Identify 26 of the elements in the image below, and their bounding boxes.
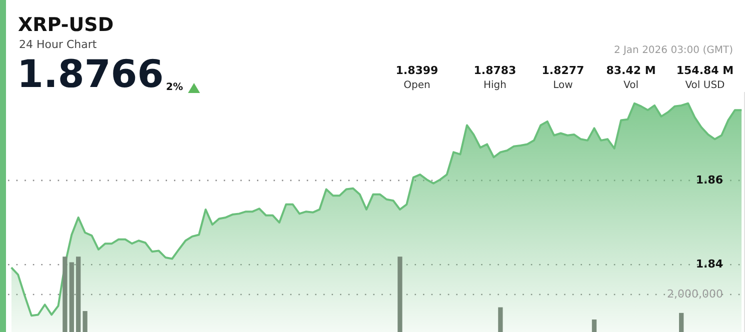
bar (679, 312, 684, 332)
text: Open (402, 80, 432, 91)
bar (592, 319, 597, 332)
bar (398, 256, 402, 332)
text: Low (552, 80, 574, 91)
bar (82, 311, 88, 332)
annotation: 2% (166, 82, 183, 93)
bar (62, 256, 68, 332)
chart-subtitle: 24 Hour Chart (19, 38, 97, 51)
y-tick-label: 1.84 (696, 257, 724, 270)
text: 1.8399 (394, 64, 440, 77)
chart-title: XRP-USD (18, 14, 114, 36)
annotation: 1.8766 (17, 52, 164, 96)
text: 1.8783 (472, 64, 518, 77)
text: Vol USD (684, 80, 726, 91)
text: High (482, 80, 508, 91)
y2-tick-label: 2,000,000 (667, 287, 723, 300)
text: 1.8277 (540, 64, 586, 77)
bar (76, 256, 81, 332)
bar (69, 262, 74, 332)
bar (498, 307, 503, 332)
text: 83.42 M (605, 64, 657, 77)
text: 154.84 M (675, 64, 735, 77)
text: 2 Jan 2026 03:00 (GMT) (614, 45, 733, 56)
text: Vol (622, 80, 640, 91)
y-tick-label: 1.86 (696, 173, 724, 186)
